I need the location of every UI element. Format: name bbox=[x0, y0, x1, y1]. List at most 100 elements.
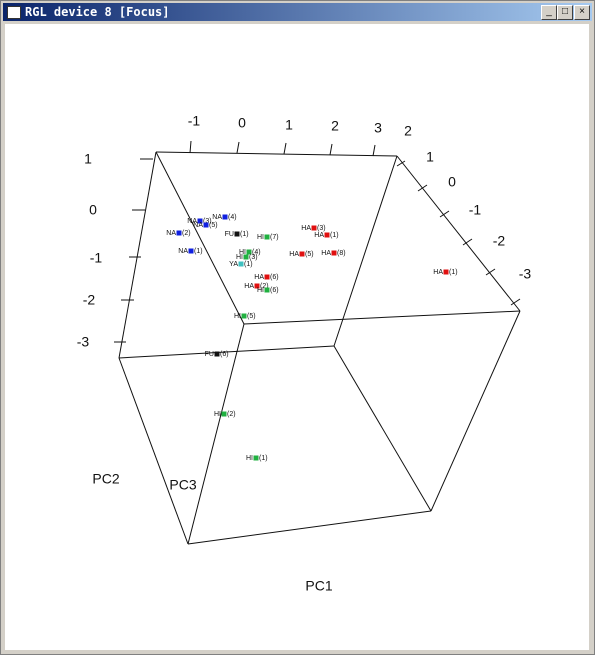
point-number: (5) bbox=[247, 313, 256, 320]
point-marker bbox=[254, 283, 260, 289]
data-point: HA (3) bbox=[301, 225, 325, 232]
tick-label: 1 bbox=[285, 117, 293, 133]
tick-label: 2 bbox=[404, 123, 412, 139]
point-marker bbox=[311, 225, 317, 231]
point-marker bbox=[264, 274, 270, 280]
data-point: HA (6) bbox=[254, 274, 278, 281]
point-group: HI bbox=[257, 234, 264, 241]
point-number: (1) bbox=[259, 455, 268, 462]
maximize-button[interactable]: □ bbox=[557, 5, 573, 20]
tick-label: -3 bbox=[519, 266, 532, 282]
point-marker bbox=[188, 248, 194, 254]
window-title: RGL device 8 [Focus] bbox=[25, 5, 170, 19]
point-group: NA bbox=[187, 218, 197, 225]
axis-label: PC2 bbox=[92, 471, 119, 487]
data-point: HA (5) bbox=[289, 251, 313, 258]
point-group: NA bbox=[193, 222, 203, 229]
data-point: HI (2) bbox=[214, 411, 236, 418]
point-group: HI bbox=[234, 313, 241, 320]
point-group: HA bbox=[433, 269, 443, 276]
data-point: HI (4) bbox=[239, 249, 261, 256]
point-marker bbox=[241, 313, 247, 319]
data-point: HI (5) bbox=[234, 313, 256, 320]
window-icon bbox=[7, 6, 21, 19]
point-group: HA bbox=[301, 225, 311, 232]
data-point: NA (4) bbox=[212, 214, 236, 221]
data-point: NA (2) bbox=[166, 230, 190, 237]
point-number: (3) bbox=[249, 254, 258, 261]
point-number: (1) bbox=[240, 231, 249, 238]
tick-label: 0 bbox=[89, 202, 97, 218]
data-point: FU (6) bbox=[205, 351, 229, 358]
point-group: HI bbox=[214, 411, 221, 418]
point-number: (1) bbox=[449, 269, 458, 276]
plot-area: -1 0 1 2 3 2 1 0 -1 -2 -3 1 0 -1 -2 -3 PC1 PC2 PC3 NA (4) NA(… bbox=[5, 24, 589, 650]
point-number: (5) bbox=[209, 222, 218, 229]
point-marker bbox=[264, 234, 270, 240]
data-point: HI (7) bbox=[257, 234, 279, 241]
point-group: HA bbox=[314, 232, 324, 239]
point-marker bbox=[234, 231, 240, 237]
point-number: (6) bbox=[270, 274, 279, 281]
point-group: FU bbox=[225, 231, 234, 238]
point-group: HI bbox=[257, 287, 264, 294]
point-number: (7) bbox=[270, 234, 279, 241]
tick-label: -1 bbox=[469, 202, 482, 218]
point-group: HI bbox=[246, 455, 253, 462]
data-point: HI (6) bbox=[257, 287, 279, 294]
point-group: NA bbox=[166, 230, 176, 237]
point-marker bbox=[221, 411, 227, 417]
point-number: (4) bbox=[228, 214, 237, 221]
data-point: HI (3) bbox=[236, 254, 258, 261]
data-point: FU (1) bbox=[225, 231, 249, 238]
point-group: YA bbox=[229, 261, 238, 268]
point-number: (2) bbox=[227, 411, 236, 418]
point-number: (4) bbox=[252, 249, 261, 256]
tick-marks bbox=[114, 140, 521, 343]
cube bbox=[118, 151, 521, 545]
tick-label: 3 bbox=[374, 120, 382, 136]
point-marker bbox=[214, 351, 220, 357]
tick-label: -2 bbox=[83, 292, 96, 308]
point-marker bbox=[299, 251, 305, 257]
tick-label: -1 bbox=[188, 113, 201, 129]
data-point: NA (5) bbox=[193, 222, 217, 229]
point-marker bbox=[443, 269, 449, 275]
tick-label: 0 bbox=[238, 115, 246, 131]
data-point: HA (8) bbox=[321, 250, 345, 257]
point-marker bbox=[176, 230, 182, 236]
point-number: (1) bbox=[330, 232, 339, 239]
tick-label: 0 bbox=[448, 174, 456, 190]
close-button[interactable]: × bbox=[574, 5, 590, 20]
point-marker bbox=[197, 218, 203, 224]
point-number: (6) bbox=[220, 351, 229, 358]
point-group: NA bbox=[178, 248, 188, 255]
point-marker bbox=[324, 232, 330, 238]
data-point: HI (1) bbox=[246, 455, 268, 462]
point-marker bbox=[246, 249, 252, 255]
point-number: (2) bbox=[182, 230, 191, 237]
data-point: HA (1) bbox=[433, 269, 457, 276]
point-marker bbox=[253, 455, 259, 461]
point-number: (3) bbox=[203, 218, 212, 225]
point-number: (5) bbox=[305, 251, 314, 258]
data-point: NA (1) bbox=[178, 248, 202, 255]
tick-label: -1 bbox=[90, 250, 103, 266]
minimize-button[interactable]: _ bbox=[541, 5, 557, 20]
point-group: NA bbox=[212, 214, 222, 221]
point-number: (3) bbox=[317, 225, 326, 232]
point-marker bbox=[222, 214, 228, 220]
point-group: HA bbox=[321, 250, 331, 257]
axis-label: PC3 bbox=[169, 477, 196, 493]
tick-label: 1 bbox=[426, 149, 434, 165]
point-marker bbox=[264, 287, 270, 293]
tick-label: 2 bbox=[331, 118, 339, 134]
data-point: HA (2) bbox=[244, 283, 268, 290]
point-group: HI bbox=[236, 254, 243, 261]
title-bar: RGL device 8 [Focus] _ □ × bbox=[3, 3, 592, 21]
point-group: HA bbox=[244, 283, 254, 290]
point-group: HI bbox=[239, 249, 246, 256]
point-marker bbox=[331, 250, 337, 256]
